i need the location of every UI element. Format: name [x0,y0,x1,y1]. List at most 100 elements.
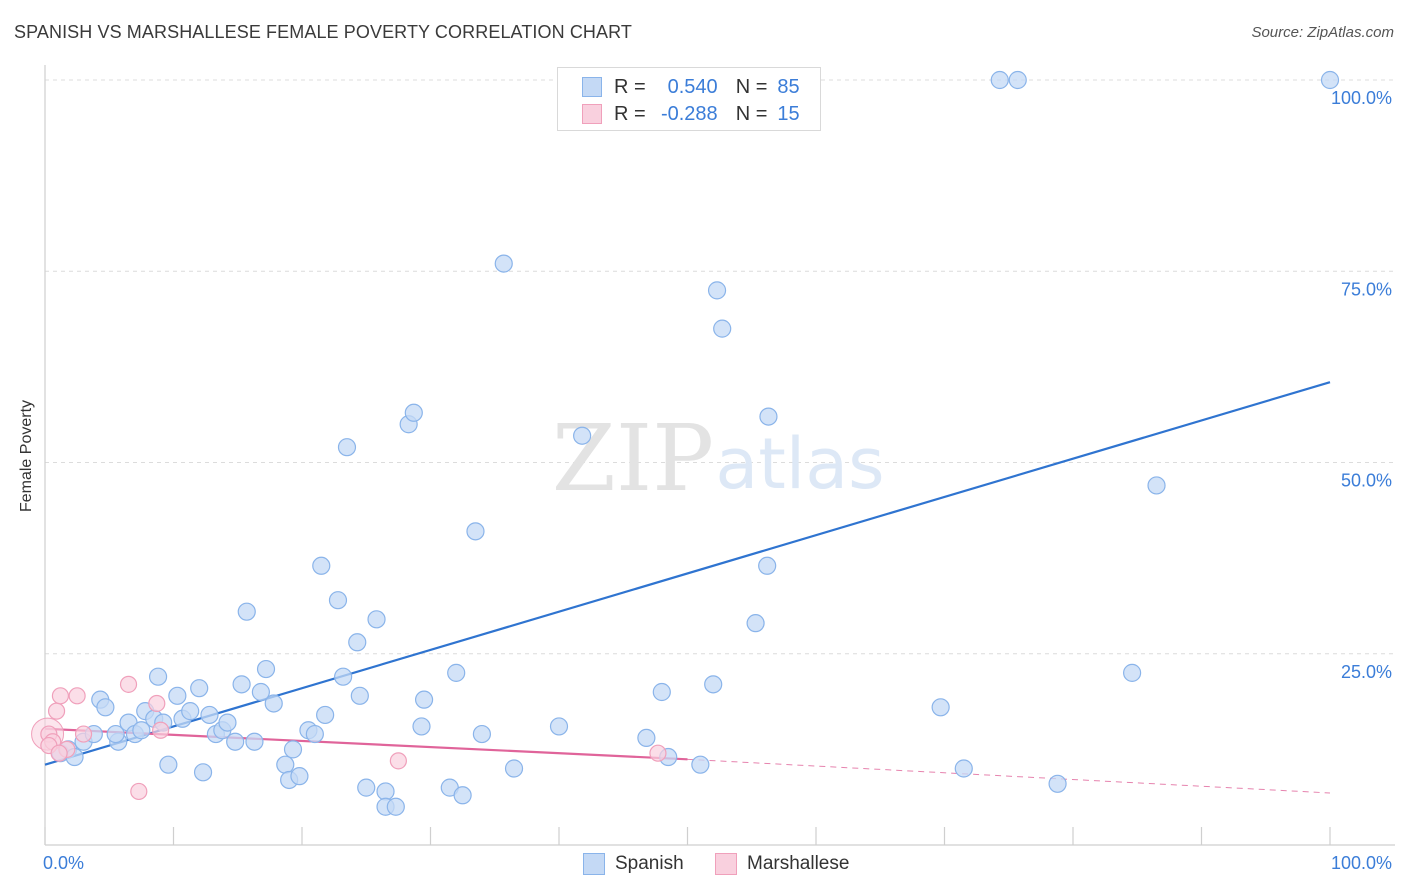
spanish-point [132,721,151,740]
y-tick-label: 100.0% [1331,88,1392,108]
spanish-point [357,778,376,797]
axes [44,65,1395,846]
spanish-point [931,698,950,717]
spanish-point [549,717,569,736]
watermark: ZIP atlas [552,405,885,512]
marshallese-point [68,687,86,705]
r-label: R = [614,75,646,98]
spanish-swatch [582,77,602,97]
spanish-point [251,682,270,702]
tick-labels: 25.0% 50.0% 75.0% 100.0% 0.0% 100.0% [43,88,1392,873]
spanish-point [367,610,386,629]
spanish-point [704,675,723,694]
y-tick-label: 25.0% [1341,662,1392,682]
spanish-point [316,705,335,725]
spanish-point [237,602,256,621]
n-value: 15 [777,102,800,125]
spanish-point [148,667,168,686]
marshallese-legend-swatch [715,853,737,875]
spanish-point [746,614,765,633]
spanish-legend-swatch [583,853,605,875]
spanish-legend-label: Spanish [615,853,684,874]
spanish-point [652,682,671,702]
watermark-atlas: atlas [715,423,884,505]
spanish-point [494,254,513,273]
spanish-point [334,667,353,686]
source-note: Source: ZipAtlas.com [1251,24,1394,41]
spanish-point [348,633,367,652]
spanish-point [412,717,431,736]
spanish-point [637,728,656,748]
spanish-point [159,755,178,774]
spanish-point [190,679,209,698]
spanish-point [713,319,732,338]
n-label: N = [735,75,768,98]
r-value: 0.540 [667,75,718,98]
x-tick-label: 0.0% [43,853,84,873]
marshallese-trend-line [44,727,688,761]
spanish-point [168,686,187,705]
marshallese-legend-label: Marshallese [747,853,850,874]
r-value: -0.288 [660,102,718,125]
spanish-point [226,732,245,751]
marshallese-point [649,744,667,762]
marshallese-point [389,752,407,770]
spanish-point [472,724,491,744]
spanish-point [218,713,237,732]
marshallese-point [152,721,170,739]
spanish-point [283,740,303,759]
series-legend-marshallese: Marshallese [715,852,849,876]
marshallese-point [51,687,70,705]
spanish-point [376,782,395,801]
spanish-point [264,694,283,713]
data-points [31,70,1340,816]
y-tick-label: 50.0% [1341,471,1392,491]
series-legend-spanish: Spanish [583,852,684,876]
gridlines [45,79,1395,655]
spanish-point [181,702,200,721]
spanish-point [328,591,348,610]
spanish-point [193,763,213,782]
spanish-point [414,690,434,709]
chart-title: SPANISH VS MARSHALLESE FEMALE POVERTY CO… [14,22,632,42]
spanish-point [386,797,405,816]
marshallese-point [74,725,93,743]
correlation-legend: R = 0.540 N = 85 R = -0.288 N = 15 [557,67,821,131]
legend-row-marshallese: R = -0.288 N = 15 [582,101,800,127]
spanish-point [404,403,423,422]
marshallese-point [50,744,68,762]
marshallese-point [148,694,166,713]
spanish-point [350,686,369,705]
spanish-point [466,522,485,541]
spanish-point [1008,70,1027,90]
marshallese-point [119,675,138,693]
spanish-point [1320,70,1340,90]
spanish-point [232,675,251,694]
n-label: N = [735,102,768,125]
spanish-point [1123,663,1142,682]
x-tick-label: 100.0% [1331,853,1392,873]
spanish-point [96,698,115,717]
spanish-point [1048,774,1067,793]
spanish-point [106,724,125,744]
watermark-zip: ZIP [552,405,714,512]
spanish-point [453,786,472,805]
n-value: 85 [777,75,800,98]
spanish-point [245,732,264,751]
y-tick-label: 75.0% [1341,279,1392,299]
spanish-point [990,70,1009,90]
marshallese-point [47,702,66,720]
marshallese-swatch [582,104,602,124]
spanish-point [758,556,777,575]
r-label: R = [614,102,646,125]
marshallese-trend-extension [687,758,1331,794]
spanish-point [337,438,357,457]
spanish-point [256,659,276,679]
spanish-point [691,755,710,774]
spanish-point [504,759,524,778]
legend-row-spanish: R = 0.540 N = 85 [582,74,800,100]
spanish-point [276,755,295,774]
spanish-point [759,407,778,426]
spanish-point [954,759,973,778]
